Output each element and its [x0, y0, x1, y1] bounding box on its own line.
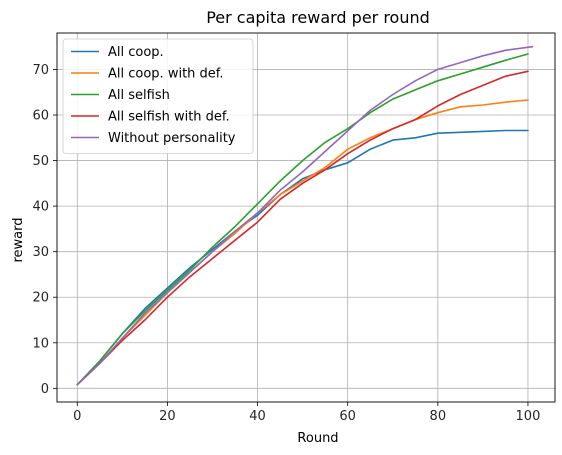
series-line-3: [76, 53, 529, 386]
x-tick-label: 80: [430, 409, 447, 424]
x-tick-label: 100: [516, 409, 541, 424]
y-tick-label: 10: [32, 336, 49, 351]
x-tick-label: 0: [73, 409, 81, 424]
series-line-5: [76, 45, 534, 386]
series-lines: [76, 45, 534, 386]
y-tick-label: 50: [32, 154, 49, 169]
plot-area-frame: [56, 32, 556, 403]
x-axis-title: Round: [297, 431, 338, 446]
x-tick-label: 60: [339, 409, 356, 424]
series-line-2: [76, 99, 529, 386]
axis-ticks: 0 20 40 60 80 100 0 10 20 30 40 50 60 70: [32, 63, 540, 424]
legend-box: [62, 38, 254, 154]
legend-label: All selfish: [108, 88, 170, 103]
legend-label: All selfish with def.: [108, 110, 230, 125]
y-tick-label: 40: [32, 200, 49, 215]
y-tick-label: 20: [32, 291, 49, 306]
chart-title: Per capita reward per round: [206, 8, 430, 27]
y-tick-label: 60: [32, 109, 49, 124]
x-tick-label: 40: [249, 409, 266, 424]
y-axis-title: reward: [11, 217, 26, 262]
grid: [57, 33, 555, 402]
legend-label: All coop. with def.: [108, 67, 224, 82]
x-tick-label: 20: [159, 409, 176, 424]
y-tick-label: 30: [32, 245, 49, 260]
legend: All coop. All coop. with def. All selfish A…: [62, 38, 254, 154]
y-tick-label: 0: [41, 382, 49, 397]
legend-label: Without personality: [108, 131, 236, 146]
legend-label: All coop.: [108, 45, 164, 60]
series-line-1: [76, 129, 529, 386]
y-tick-label: 70: [32, 63, 49, 78]
series-line-4: [76, 70, 529, 386]
